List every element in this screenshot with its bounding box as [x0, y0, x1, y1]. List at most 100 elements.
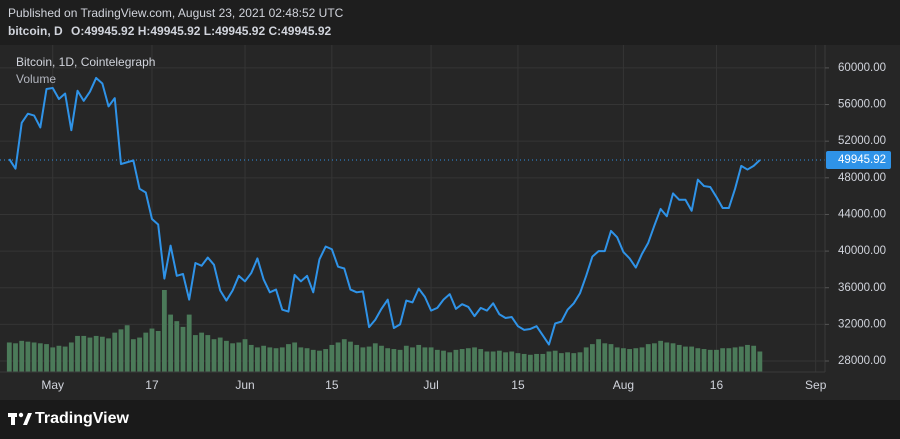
volume-bar — [459, 349, 465, 372]
volume-bar — [627, 349, 633, 372]
volume-bar — [571, 353, 577, 372]
volume-bar — [317, 350, 322, 372]
legend-volume: Volume — [16, 72, 56, 86]
volume-bar — [31, 342, 37, 372]
volume-bar — [465, 348, 471, 372]
volume-bar — [416, 344, 422, 372]
volume-bar — [434, 349, 440, 372]
volume-bar — [143, 332, 149, 372]
volume-bar — [174, 321, 180, 372]
x-tick-label: May — [41, 378, 64, 392]
volume-bar — [199, 332, 204, 372]
volume-bar — [230, 343, 236, 372]
y-tick-label: 36000.00 — [838, 282, 886, 294]
volume-bar — [335, 342, 341, 372]
volume-bar — [496, 350, 502, 372]
volume-bar — [149, 328, 155, 372]
volume-bar — [583, 347, 589, 372]
volume-bar — [441, 350, 446, 372]
volume-bar — [645, 344, 651, 372]
volume-bar — [676, 344, 682, 372]
volume-bar — [527, 354, 533, 372]
volume-bar — [118, 329, 124, 372]
volume-bar — [106, 338, 111, 372]
volume-bar — [99, 336, 105, 372]
volume-bar — [224, 340, 229, 372]
volume-bar — [515, 353, 521, 372]
volume-bar — [447, 352, 453, 372]
price-line — [8, 76, 761, 346]
x-tick-label: 15 — [325, 378, 339, 392]
volume-bar — [323, 349, 329, 372]
logo-shape — [23, 413, 32, 425]
volume-bar — [261, 345, 267, 372]
volume-bar — [670, 343, 676, 372]
x-tick-label: 15 — [511, 378, 525, 392]
ohlc: O:49945.92 H:49945.92 L:49945.92 C:49945… — [71, 24, 332, 38]
volume-bar — [298, 347, 304, 372]
published-line: Published on TradingView.com, August 23,… — [8, 6, 344, 20]
volume-bar — [472, 347, 477, 372]
volume-bar — [186, 314, 192, 372]
logo-icon — [8, 412, 32, 425]
volume-bar — [168, 314, 173, 372]
volume-bar — [348, 341, 353, 372]
volume-bar — [534, 353, 539, 372]
volume-bar — [242, 339, 248, 372]
volume-bar — [360, 347, 366, 372]
volume-bar — [211, 339, 217, 372]
volume-bar — [62, 346, 68, 372]
volume-bar — [341, 339, 347, 372]
volume-bar — [509, 351, 515, 372]
volume-bar — [707, 349, 713, 372]
volume-bar — [658, 340, 664, 372]
volume-bar — [236, 342, 242, 372]
logo-shape — [18, 412, 24, 418]
volume-bar — [664, 342, 670, 372]
y-tick-label: 56000.00 — [838, 99, 886, 111]
plot-area — [0, 45, 825, 372]
volume-bar — [124, 325, 130, 372]
volume-bar — [757, 351, 763, 372]
volume-bar — [639, 347, 645, 372]
volume-bar — [354, 344, 360, 372]
x-tick-label: 17 — [145, 378, 159, 392]
time-axis — [0, 372, 900, 400]
volume-bar — [732, 347, 738, 372]
volume-bar — [490, 351, 496, 372]
volume-bar — [540, 353, 546, 372]
volume-bar — [267, 347, 273, 372]
price-axis — [825, 45, 900, 372]
volume-bar — [422, 347, 428, 372]
volume-bar — [192, 335, 198, 372]
x-tick-label: 16 — [710, 378, 724, 392]
volume-bar — [410, 347, 415, 372]
volume-bar — [565, 352, 570, 372]
volume-bar — [738, 346, 744, 372]
brand: TradingView — [35, 410, 130, 427]
volume-bar — [161, 290, 167, 372]
x-tick-label: Jun — [235, 378, 254, 392]
volume-bar — [558, 353, 564, 372]
y-tick-label: 32000.00 — [838, 318, 886, 330]
volume-bar — [217, 337, 223, 372]
volume-bar — [56, 345, 62, 372]
volume-bar — [379, 345, 384, 372]
volume-bar — [521, 353, 527, 372]
volume-bar — [552, 350, 558, 372]
volume-bar — [50, 347, 56, 372]
volume-bar — [602, 343, 608, 372]
y-tick-label: 28000.00 — [838, 355, 886, 367]
volume-bar — [621, 348, 626, 372]
y-tick-label: 48000.00 — [838, 172, 886, 184]
plot — [0, 76, 825, 346]
volume-bar — [633, 348, 639, 372]
footer — [0, 400, 900, 439]
volume-bar — [44, 344, 49, 372]
x-tick-label: Sep — [805, 378, 827, 392]
volume-bar — [366, 346, 372, 372]
volume-bar — [248, 344, 254, 372]
volume-bar — [385, 348, 391, 372]
volume-bar — [329, 344, 335, 372]
